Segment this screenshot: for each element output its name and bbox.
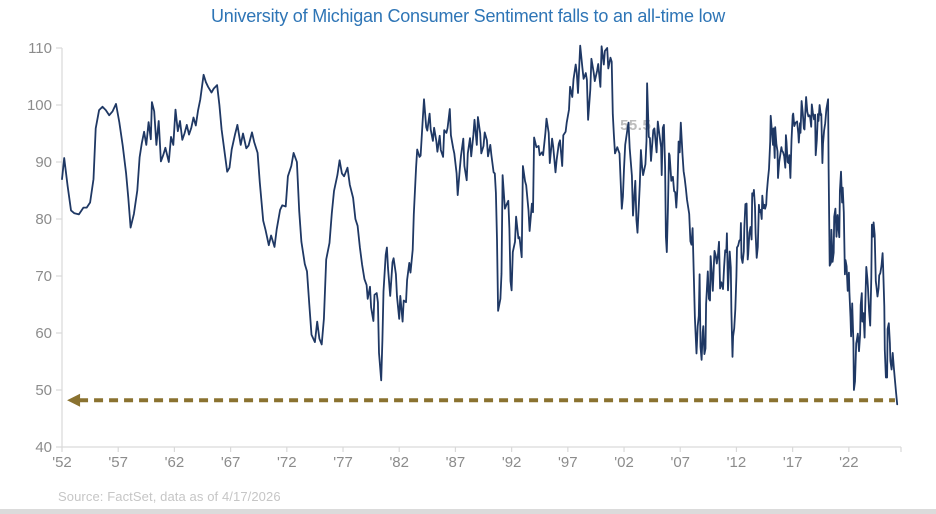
x-tick-label: '17 (783, 454, 803, 471)
y-tick-label: 40 (35, 439, 52, 456)
x-tick-label: '52 (52, 454, 72, 471)
x-tick-label: '62 (165, 454, 185, 471)
x-tick-label: '67 (221, 454, 241, 471)
x-tick-label: '92 (502, 454, 522, 471)
source-note: Source: FactSet, data as of 4/17/2026 (58, 489, 281, 504)
y-tick-label: 50 (35, 382, 52, 399)
x-tick-label: '07 (670, 454, 690, 471)
y-tick-label: 100 (27, 97, 52, 114)
x-tick-label: '82 (389, 454, 409, 471)
x-tick-label: '87 (446, 454, 466, 471)
x-tick-label: '77 (333, 454, 353, 471)
y-tick-label: 110 (28, 40, 52, 57)
all-time-low-arrowhead (67, 393, 81, 407)
x-tick-label: '97 (558, 454, 578, 471)
sentiment-line (61, 44, 899, 406)
y-tick-label: 60 (35, 325, 52, 342)
x-tick-label: '57 (108, 454, 128, 471)
x-tick-label: '02 (614, 454, 634, 471)
x-tick-label: '12 (727, 454, 747, 471)
chart-title: University of Michigan Consumer Sentimen… (210, 6, 725, 26)
y-tick-label: 90 (35, 154, 52, 171)
x-tick-label: '22 (839, 454, 859, 471)
y-tick-label: 70 (35, 268, 52, 285)
y-tick-label: 80 (35, 211, 52, 228)
window-edge-strip (0, 509, 936, 514)
x-tick-label: '72 (277, 454, 297, 471)
